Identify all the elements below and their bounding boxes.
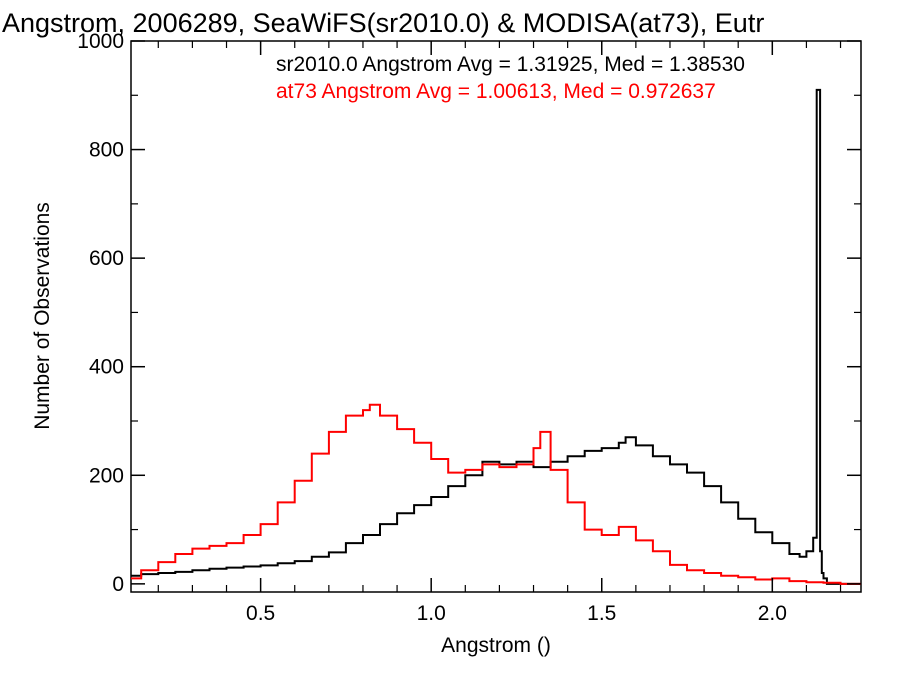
series-layer [131,88,861,585]
y-tick-label: 400 [89,356,124,379]
y-tick-label: 600 [89,247,124,270]
legend-sr2010-annotation: sr2010.0 Angstrom Avg = 1.31925, Med = 1… [276,53,745,76]
series-1-line [131,403,861,585]
y-tick-label: 800 [89,139,124,162]
y-axis-label: Number of Observations [31,202,54,430]
chart-title: Angstrom, 2006289, SeaWiFS(sr2010.0) & M… [2,8,764,38]
x-tick-label: 0.5 [246,602,275,625]
plot-frame [130,40,862,593]
x-tick-label: 2.0 [758,602,787,625]
x-tick-label: 1.0 [417,602,446,625]
x-axis-label: Angstrom () [441,634,551,657]
series-0-line [131,88,861,585]
tick-layer: 0.5 1.0 1.5 2.0 0 200 400 600 800 1000 [77,30,861,625]
y-tick-label: 1000 [77,30,124,53]
legend-at73-annotation: at73 Angstrom Avg = 1.00613, Med = 0.972… [276,80,716,103]
y-tick-label: 0 [112,573,124,596]
x-tick-label: 1.5 [587,602,616,625]
y-tick-label: 200 [89,464,124,487]
